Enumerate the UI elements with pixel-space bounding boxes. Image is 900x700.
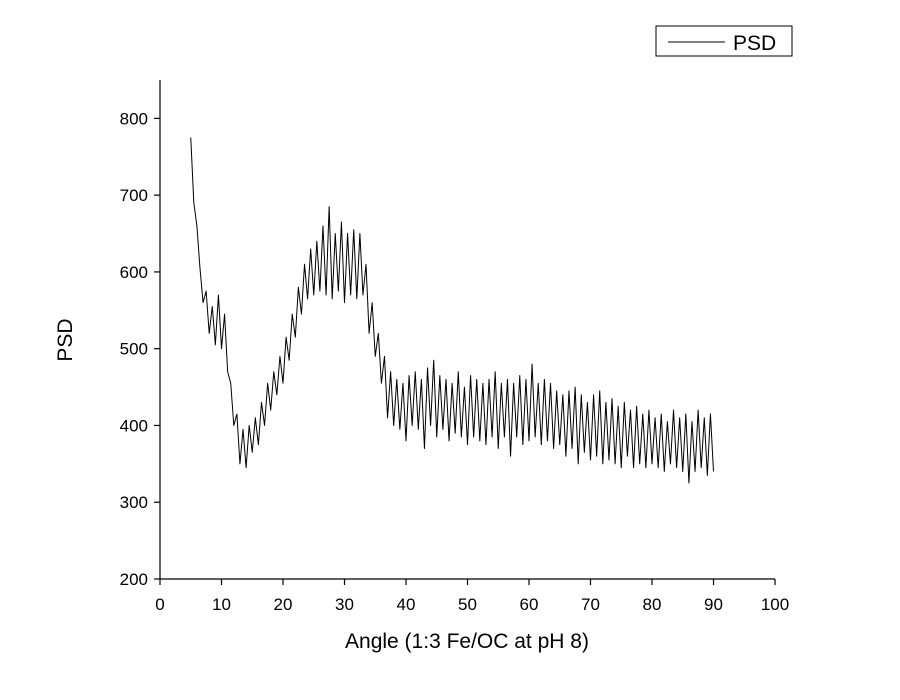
legend: PSD [655, 25, 793, 57]
x-tick-label: 90 [704, 595, 723, 614]
x-tick-label: 40 [397, 595, 416, 614]
y-tick-label: 800 [120, 109, 148, 128]
x-tick-label: 60 [520, 595, 539, 614]
x-tick-label: 10 [212, 595, 231, 614]
x-tick-label: 0 [155, 595, 164, 614]
legend-box [655, 25, 793, 57]
y-tick-label: 300 [120, 493, 148, 512]
y-tick-label: 200 [120, 570, 148, 589]
x-tick-label: 70 [581, 595, 600, 614]
x-tick-label: 30 [335, 595, 354, 614]
y-tick-label: 500 [120, 340, 148, 359]
legend-label: PSD [733, 32, 776, 55]
x-axis-label: Angle (1:3 Fe/OC at pH 8) [345, 630, 589, 653]
x-tick-label: 80 [643, 595, 662, 614]
y-tick-label: 400 [120, 416, 148, 435]
x-tick-label: 20 [274, 595, 293, 614]
x-tick-label: 100 [761, 595, 789, 614]
x-tick-label: 50 [458, 595, 477, 614]
y-tick-label: 700 [120, 186, 148, 205]
y-tick-label: 600 [120, 263, 148, 282]
data-line [190, 137, 714, 484]
y-axis-label: PSD [54, 318, 77, 361]
